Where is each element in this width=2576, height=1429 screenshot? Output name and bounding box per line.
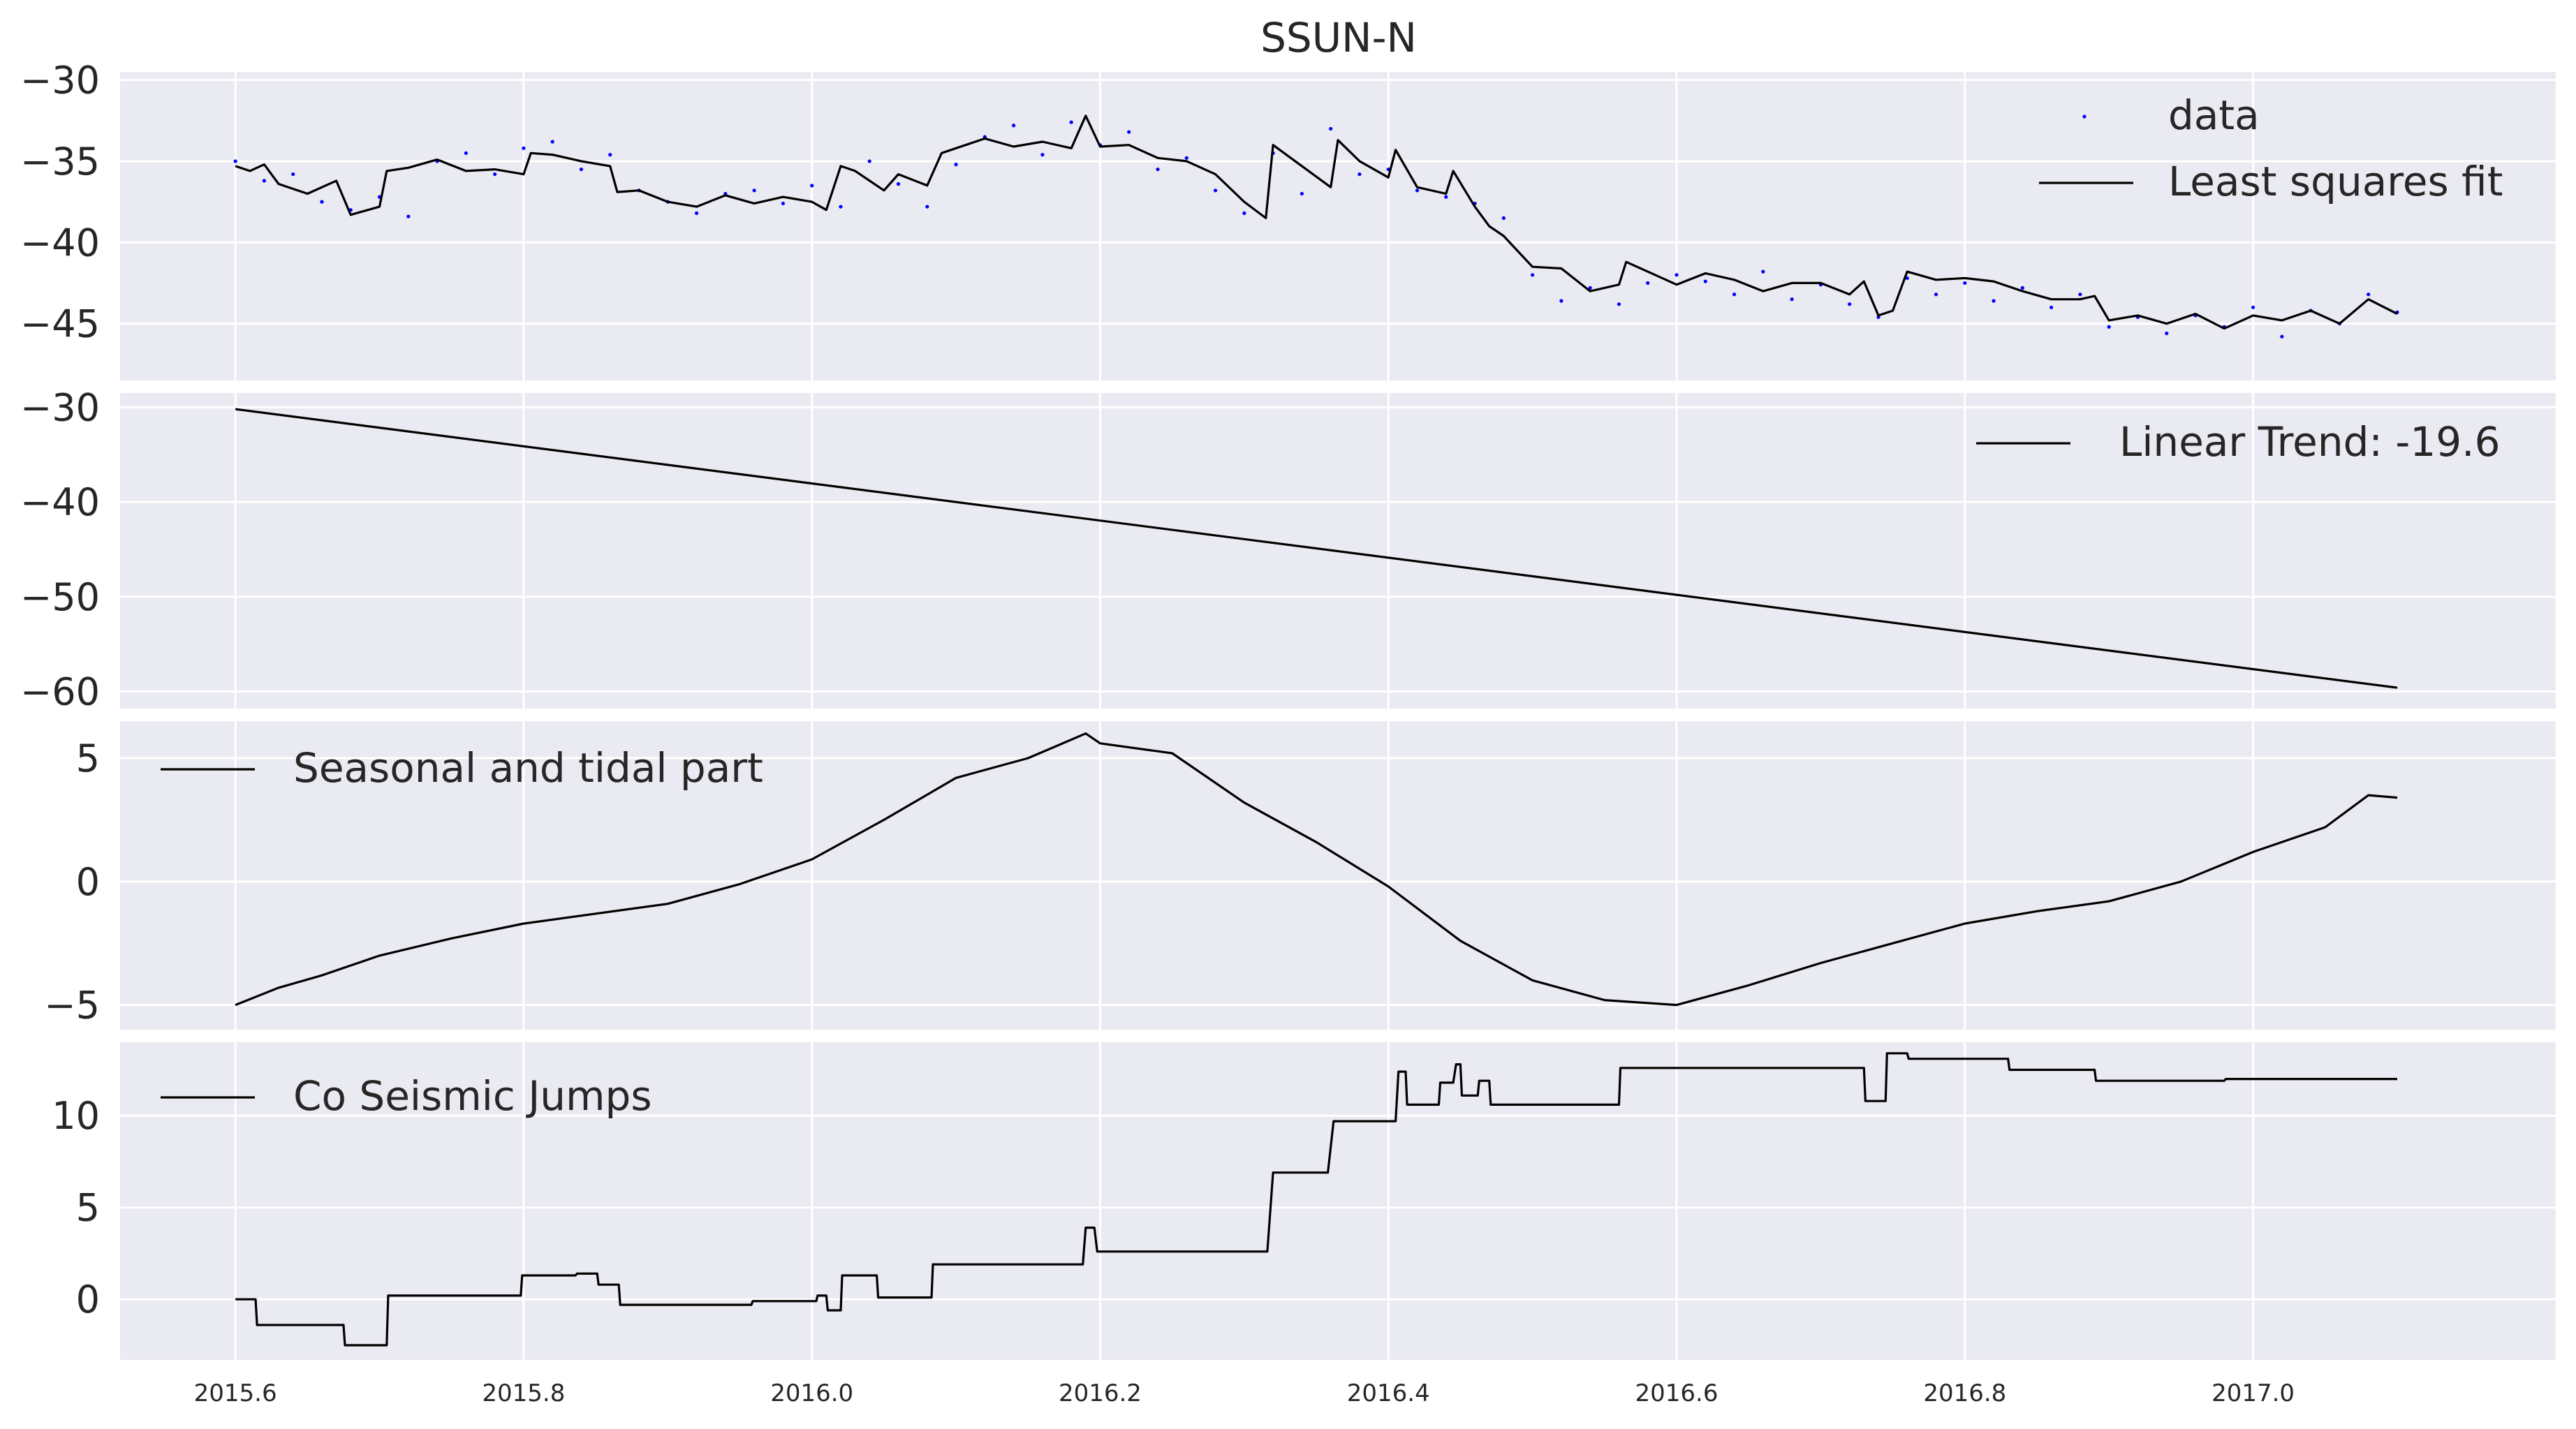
data-point <box>1213 188 1218 193</box>
data-point <box>2367 293 2371 297</box>
y-tick-label: 5 <box>76 736 100 780</box>
data-point <box>1646 281 1650 286</box>
data-point <box>1963 281 1967 286</box>
data-point <box>579 167 584 172</box>
x-tick-label: 2017.0 <box>2211 1379 2295 1407</box>
y-tick-label: 10 <box>52 1094 100 1138</box>
x-tick-label: 2016.2 <box>1059 1379 1142 1407</box>
data-point <box>1559 299 1563 303</box>
data-point <box>2020 286 2024 290</box>
data-point <box>1012 124 1016 128</box>
data-point <box>406 214 411 219</box>
panel-seasonal-tidal: 5 0 −5 Seasonal and tidal part <box>44 721 2556 1030</box>
data-point <box>694 211 699 215</box>
data-point <box>2251 305 2255 309</box>
legend-marker <box>2082 114 2086 119</box>
data-point <box>262 179 266 183</box>
data-point <box>2280 334 2284 339</box>
data-point <box>1184 156 1188 160</box>
data-point <box>867 159 871 163</box>
data-point <box>493 172 497 177</box>
data-point <box>522 146 526 150</box>
data-point <box>752 188 756 193</box>
data-point <box>2107 325 2111 329</box>
y-tick-label: −35 <box>20 140 100 184</box>
legend-label: Linear Trend: -19.6 <box>2119 418 2500 466</box>
data-point <box>2078 293 2082 297</box>
data-point <box>1329 126 1333 131</box>
data-point <box>1415 188 1420 193</box>
y-tick-label: 0 <box>76 860 100 904</box>
data-point <box>1992 299 1996 303</box>
data-point <box>810 184 814 188</box>
chart-title: SSUN-N <box>1260 14 1417 61</box>
data-point <box>954 163 958 167</box>
data-point <box>550 140 554 144</box>
y-tick-label: −5 <box>44 984 100 1028</box>
data-point <box>1675 273 1679 277</box>
data-point <box>1444 195 1448 199</box>
y-tick-label: −30 <box>20 59 100 103</box>
data-point <box>1069 120 1073 124</box>
data-point <box>1732 293 1737 297</box>
data-point <box>320 200 324 204</box>
y-tick-label: −60 <box>20 670 100 714</box>
series-line <box>235 114 2398 330</box>
y-tick-label: −30 <box>20 385 100 429</box>
data-point <box>1127 130 1131 134</box>
panel-linear-trend: −30 −40 −50 −60 Linear Trend: -19.6 <box>20 385 2556 714</box>
data-point <box>1790 297 1794 302</box>
x-tick-label: 2016.8 <box>1923 1379 2006 1407</box>
data-point <box>896 182 901 186</box>
panel-background <box>120 1042 2556 1360</box>
legend-label: data <box>2168 91 2260 139</box>
data-point <box>1531 273 1535 277</box>
x-tick-label: 2015.6 <box>194 1379 277 1407</box>
data-point <box>1934 293 1938 297</box>
data-point <box>1242 211 1246 215</box>
data-point <box>1761 269 1765 274</box>
legend-label: Seasonal and tidal part <box>293 744 763 792</box>
data-point <box>839 205 843 209</box>
series-line <box>235 1052 2397 1347</box>
y-tick-label: −45 <box>20 302 100 346</box>
data-point <box>1703 279 1707 283</box>
y-tick-label: 0 <box>76 1278 100 1321</box>
data-point <box>233 159 237 163</box>
data-point <box>2049 305 2054 309</box>
panel-background <box>120 72 2556 380</box>
data-point <box>464 151 468 155</box>
x-tick-label: 2015.8 <box>482 1379 565 1407</box>
data-point <box>1848 302 1852 306</box>
y-tick-label: −40 <box>20 221 100 265</box>
data-point <box>1905 276 1909 281</box>
data-point <box>2165 331 2169 336</box>
data-point <box>1617 302 1621 306</box>
data-point <box>291 172 295 177</box>
panel-data-fit: −30 −35 −40 −45 data Least squares fit <box>20 59 2556 380</box>
x-axis-ticks: 2015.6 2015.8 2016.0 2016.2 2016.4 2016.6 2016… <box>194 1379 2295 1407</box>
series-line <box>235 408 2398 689</box>
y-tick-label: −40 <box>20 480 100 524</box>
series-line <box>235 732 2398 1007</box>
panel-background <box>120 721 2556 1030</box>
panel-co-seismic-jumps: 10 5 0 Co Seismic Jumps <box>52 1042 2556 1360</box>
legend-label: Co Seismic Jumps <box>293 1072 652 1120</box>
data-point <box>608 153 612 157</box>
data-point <box>1588 286 1592 290</box>
x-tick-label: 2016.4 <box>1347 1379 1430 1407</box>
data-point <box>1357 172 1362 177</box>
data-point <box>781 201 785 206</box>
y-tick-label: 5 <box>76 1186 100 1230</box>
y-tick-label: −50 <box>20 575 100 619</box>
data-point <box>1300 191 1304 196</box>
x-tick-label: 2016.0 <box>770 1379 853 1407</box>
data-point <box>1156 167 1160 172</box>
data-point <box>1040 153 1045 157</box>
legend-label: Least squares fit <box>2168 158 2503 205</box>
data-point <box>1501 216 1506 220</box>
x-tick-label: 2016.6 <box>1635 1379 1718 1407</box>
data-point <box>925 205 929 209</box>
